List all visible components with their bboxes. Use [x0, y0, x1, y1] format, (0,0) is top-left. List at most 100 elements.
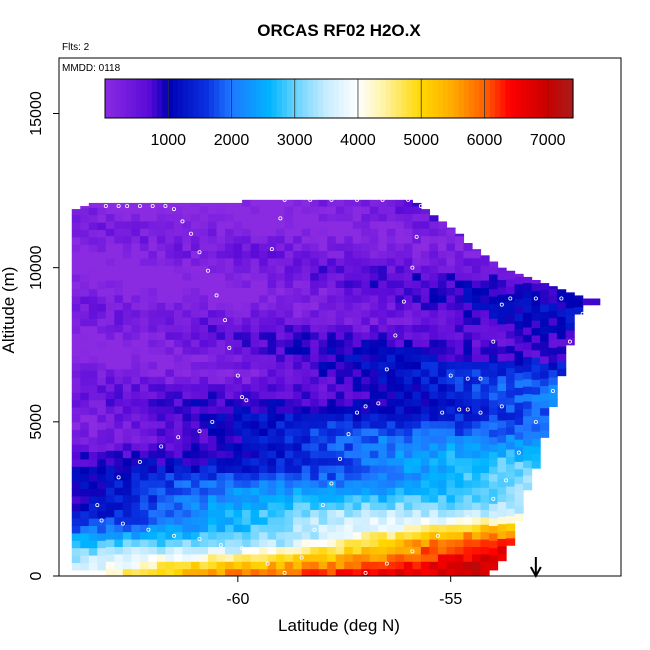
- heatmap-cell: [250, 250, 260, 259]
- heatmap-cell: [437, 413, 448, 422]
- colorbar-swatch: [515, 79, 522, 118]
- heatmap-cell: [208, 235, 218, 244]
- track-point: [299, 555, 304, 560]
- heatmap-cell: [71, 222, 81, 231]
- heatmap-cell: [276, 354, 286, 362]
- heatmap-cell: [182, 420, 192, 429]
- heatmap-cell: [114, 376, 124, 385]
- heatmap-cell: [80, 244, 90, 253]
- heatmap-cell: [378, 405, 388, 414]
- heatmap-cell: [156, 206, 167, 214]
- heatmap-cell: [454, 368, 465, 377]
- heatmap-cell: [293, 568, 303, 576]
- heatmap-cell: [301, 199, 311, 207]
- heatmap-cell: [250, 272, 260, 281]
- heatmap-cell: [165, 428, 175, 436]
- heatmap-cell: [225, 465, 235, 473]
- heatmap-cell: [199, 428, 209, 436]
- heatmap-cell: [369, 228, 379, 237]
- heatmap-cell: [489, 451, 499, 460]
- heatmap-cell: [403, 213, 413, 222]
- plot-frame: [58, 57, 622, 577]
- heatmap-cell: [463, 324, 473, 333]
- heatmap-cell: [165, 202, 175, 207]
- heatmap-cell: [489, 562, 499, 571]
- heatmap-cell: [489, 325, 499, 334]
- heatmap-cell: [131, 509, 141, 518]
- heatmap-cell: [182, 516, 192, 525]
- heatmap-cell: [386, 331, 396, 340]
- heatmap-cell: [403, 272, 413, 281]
- heatmap-cell: [156, 479, 167, 488]
- heatmap-cell: [199, 354, 209, 362]
- heatmap-cell: [395, 502, 405, 510]
- heatmap-cell: [233, 502, 243, 510]
- heatmap-cell: [352, 413, 362, 422]
- heatmap-cell: [327, 450, 337, 459]
- heatmap-cell: [403, 487, 413, 496]
- track-point: [346, 432, 351, 437]
- heatmap-cell: [233, 516, 243, 525]
- heatmap-cell: [471, 331, 482, 340]
- heatmap-cell: [352, 220, 362, 229]
- heatmap-cell: [454, 568, 465, 576]
- heatmap-cell: [88, 466, 98, 475]
- track-point: [282, 570, 287, 575]
- heatmap-cell: [335, 361, 345, 370]
- heatmap-cell: [199, 339, 209, 348]
- heatmap-cell: [105, 398, 115, 407]
- heatmap-cell: [463, 405, 473, 414]
- heatmap-cell: [361, 494, 371, 503]
- heatmap-cell: [182, 228, 192, 237]
- heatmap-cell: [267, 472, 277, 481]
- heatmap-cell: [565, 292, 575, 294]
- heatmap-cell: [565, 329, 575, 338]
- heatmap-cell: [454, 287, 465, 296]
- heatmap-cell: [97, 540, 107, 549]
- heatmap-cell: [208, 442, 218, 451]
- heatmap-cell: [344, 435, 354, 444]
- track-point: [159, 444, 164, 449]
- heatmap-cell: [446, 346, 456, 355]
- heatmap-cell: [173, 539, 184, 547]
- heatmap-cell: [165, 213, 175, 222]
- heatmap-cell: [420, 376, 431, 385]
- heatmap-cell: [557, 289, 567, 295]
- heatmap-cell: [403, 235, 413, 244]
- heatmap-cell: [429, 250, 439, 259]
- heatmap-cell: [361, 420, 371, 429]
- heatmap-cell: [165, 361, 175, 370]
- heatmap-cell: [259, 531, 269, 540]
- heatmap-cell: [88, 251, 98, 260]
- heatmap-cell: [327, 553, 337, 562]
- heatmap-cell: [208, 346, 218, 355]
- heatmap-cell: [480, 465, 490, 473]
- heatmap-cell: [88, 310, 98, 319]
- heatmap-cell: [71, 503, 81, 512]
- heatmap-cell: [420, 309, 431, 318]
- heatmap-cell: [242, 199, 252, 207]
- heatmap-cell: [335, 539, 345, 547]
- heatmap-cell: [352, 391, 362, 399]
- heatmap-cell: [208, 465, 218, 473]
- heatmap-cell: [454, 346, 465, 355]
- heatmap-cell: [301, 213, 311, 222]
- heatmap-cell: [395, 457, 405, 466]
- heatmap-cell: [131, 546, 141, 555]
- heatmap-cell: [233, 346, 243, 355]
- heatmap-cell: [531, 334, 541, 343]
- heatmap-cell: [429, 368, 439, 377]
- heatmap-cell: [259, 235, 269, 244]
- heatmap-cell: [480, 524, 490, 533]
- heatmap-cell: [139, 339, 150, 348]
- heatmap-cell: [523, 460, 533, 469]
- heatmap-cell: [471, 479, 482, 488]
- heatmap-cell: [514, 409, 524, 418]
- heatmap-cell: [318, 487, 328, 496]
- heatmap-cell: [446, 235, 456, 244]
- heatmap-cell: [225, 346, 235, 355]
- heatmap-cell: [361, 287, 371, 296]
- heatmap-cell: [156, 494, 167, 503]
- heatmap-cell: [242, 228, 252, 237]
- heatmap-cell: [344, 376, 354, 385]
